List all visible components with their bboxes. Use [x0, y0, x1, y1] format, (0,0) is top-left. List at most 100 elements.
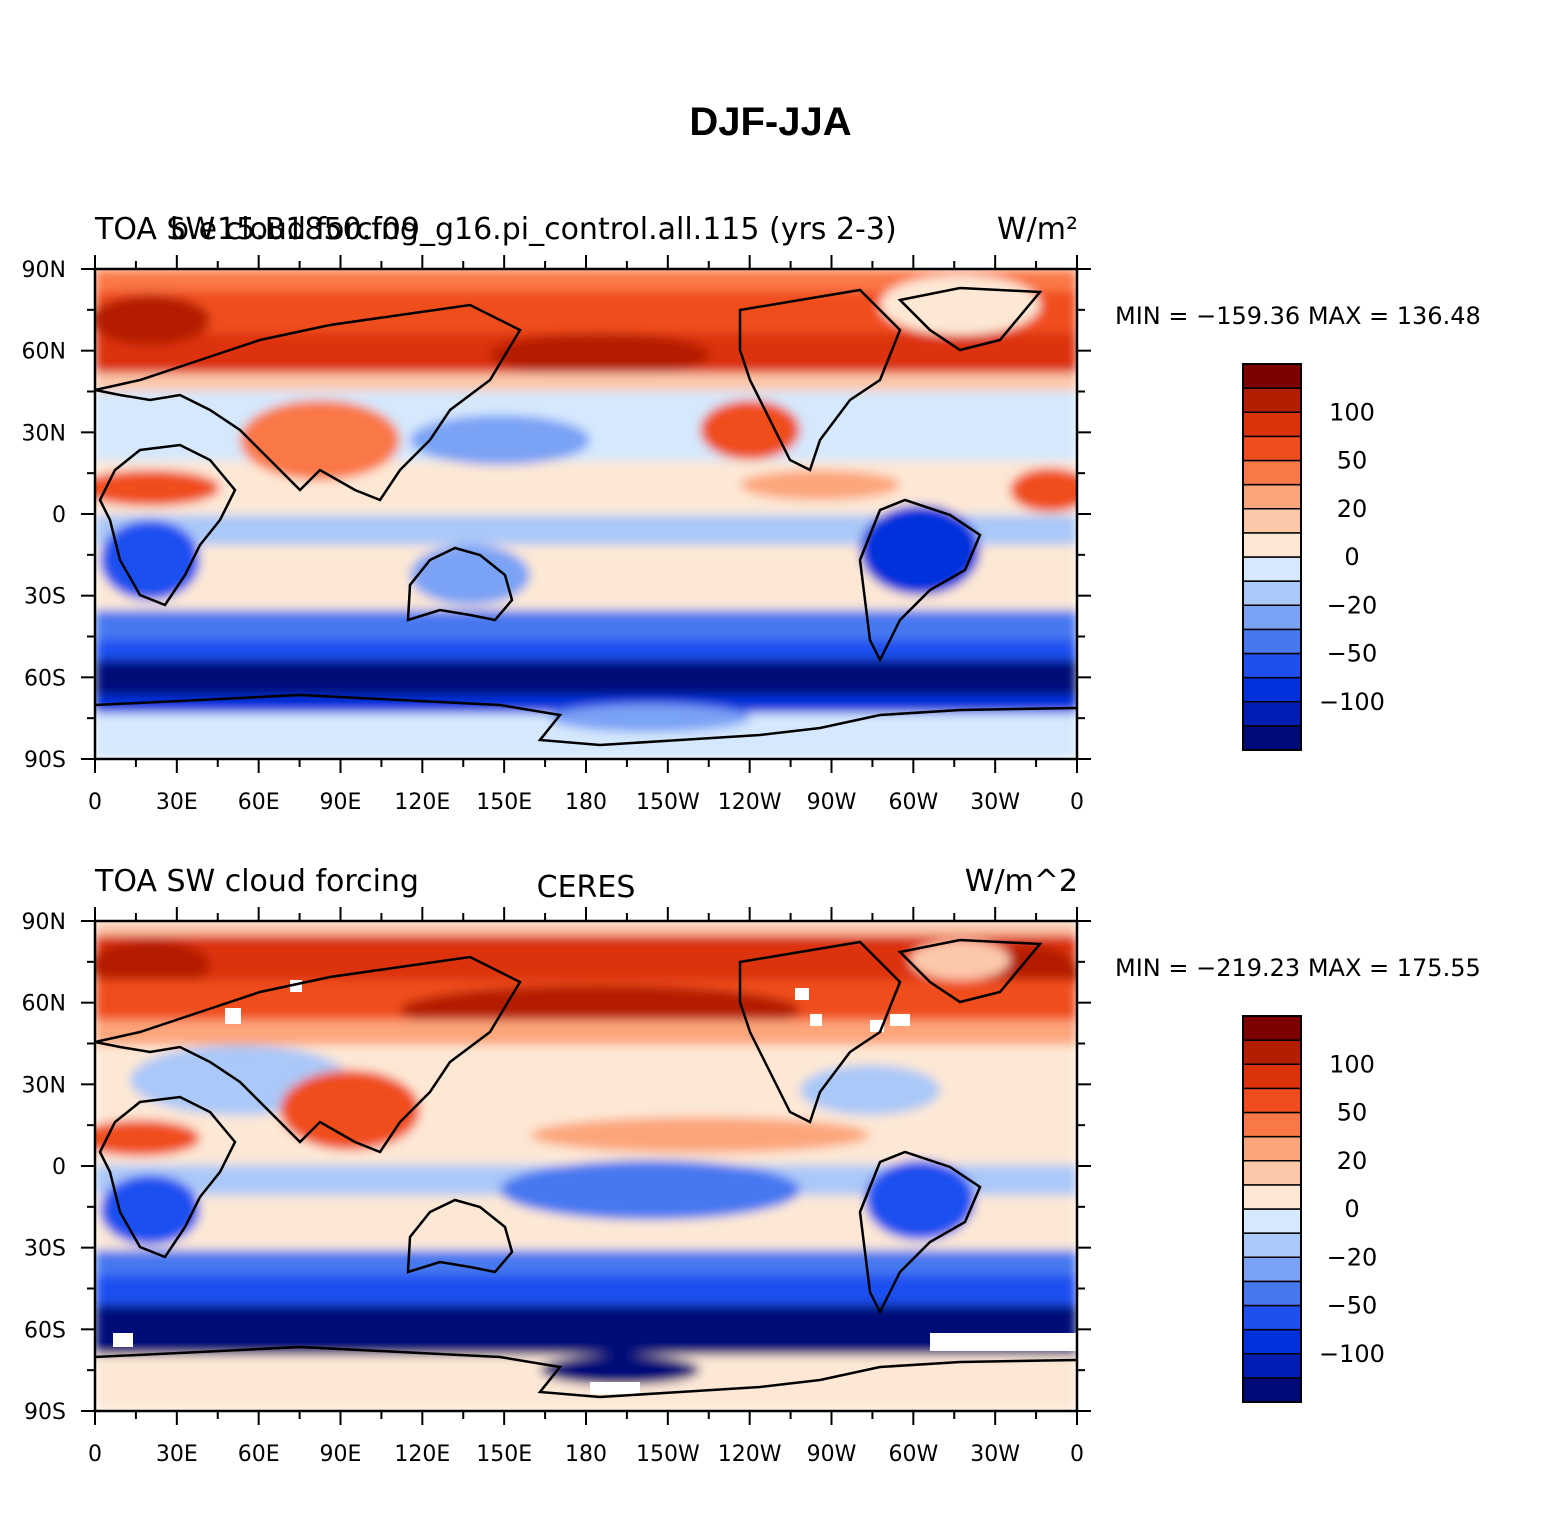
lon-tick-label: 30W	[970, 790, 1020, 815]
colorbar-swatch	[1242, 1304, 1302, 1331]
lat-tick-label: 30N	[22, 421, 66, 446]
colorbar-swatch	[1242, 459, 1302, 486]
colorbar-swatch	[1242, 508, 1302, 534]
colorbar-swatch	[1242, 604, 1302, 631]
lon-tick-label: 60E	[238, 1442, 280, 1467]
colorbar-swatch	[1242, 387, 1302, 413]
lat-tick-label: 0	[52, 1155, 66, 1180]
colorbar-swatch	[1242, 725, 1302, 751]
colorbar-label: −50	[1327, 640, 1378, 668]
colorbar-swatch	[1242, 701, 1302, 727]
lat-tick-label: 30N	[22, 1073, 66, 1098]
lon-tick-label: 0	[1070, 790, 1084, 815]
panel-2-units: W/m^2	[965, 864, 1078, 899]
colorbar-label: 20	[1337, 495, 1368, 523]
lon-tick-label: 0	[88, 790, 102, 815]
colorbar-swatch	[1242, 363, 1302, 389]
lat-tick-label: 0	[52, 503, 66, 528]
colorbar-swatch	[1242, 435, 1302, 462]
colorbar-swatch	[1242, 1280, 1302, 1307]
lon-tick-label: 120E	[394, 1442, 450, 1467]
panel-1-center-label: b.e15.B1850.f09_g16.pi_control.all.115 (…	[170, 212, 897, 247]
lat-tick-label: 60N	[22, 992, 66, 1017]
panel-1-lon-labels: 0 30E 60E 90E 120E 150E 180 150W 120W 90W 60W 30W 0	[88, 790, 1084, 815]
lat-tick-label: 90S	[24, 1400, 66, 1425]
lon-tick-label: 150E	[476, 790, 532, 815]
lat-tick-label: 90S	[24, 748, 66, 773]
figure-title: DJF-JJA	[689, 100, 852, 144]
panel-1-colorbar: 100 50 20 0 −20 −50 −100	[1242, 363, 1385, 751]
panel-2-stats: MIN = −219.23 MAX = 175.55	[1115, 954, 1481, 982]
lon-tick-label: 180	[565, 1442, 607, 1467]
panel-1-units: W/m²	[997, 212, 1078, 247]
panel-2-center-label: CERES	[537, 870, 636, 905]
colorbar-swatch	[1242, 1111, 1302, 1138]
colorbar-label: −20	[1327, 591, 1378, 619]
colorbar-swatch	[1242, 1135, 1302, 1162]
colorbar-swatch	[1242, 1039, 1302, 1065]
colorbar-swatch	[1242, 532, 1302, 558]
colorbar-swatch	[1242, 652, 1302, 679]
colorbar-label: 20	[1337, 1147, 1368, 1175]
lon-tick-label: 180	[565, 790, 607, 815]
lon-tick-label: 120W	[718, 790, 782, 815]
colorbar-label: 100	[1329, 1050, 1375, 1078]
colorbar-label: −50	[1327, 1292, 1378, 1320]
panel-2-lat-labels: 90N 60N 30N 0 30S 60S 90S	[22, 910, 66, 1425]
panel-2: TOA SW cloud forcing CERES W/m^2	[22, 864, 1481, 1467]
lon-tick-label: 90W	[807, 790, 857, 815]
colorbar-swatch	[1242, 1160, 1302, 1186]
panel-1: TOA SW cloud forcing b.e15.B1850.f09_g16…	[22, 212, 1481, 815]
panel-1-left-label: TOA SW cloud forcing	[94, 212, 419, 247]
lat-tick-label: 30S	[24, 1237, 66, 1262]
colorbar-swatch	[1242, 411, 1302, 438]
colorbar-label: 50	[1337, 447, 1368, 475]
colorbar-swatch	[1242, 1256, 1302, 1283]
colorbar-swatch	[1242, 1063, 1302, 1090]
lon-tick-label: 60E	[238, 790, 280, 815]
colorbar-swatch	[1242, 1015, 1302, 1041]
lat-tick-label: 60N	[22, 340, 66, 365]
colorbar-label: 0	[1344, 1195, 1359, 1223]
panel-1-ticks	[81, 255, 1091, 773]
colorbar-swatch	[1242, 1232, 1302, 1258]
panel-2-left-label: TOA SW cloud forcing	[94, 864, 419, 899]
lon-tick-label: 120W	[718, 1442, 782, 1467]
lat-tick-label: 60S	[24, 666, 66, 691]
colorbar-swatch	[1242, 1087, 1302, 1114]
colorbar-label: −100	[1319, 1340, 1385, 1368]
panel-1-stats: MIN = −159.36 MAX = 136.48	[1115, 302, 1481, 330]
lon-tick-label: 150W	[636, 1442, 700, 1467]
lon-tick-label: 90E	[320, 1442, 362, 1467]
lon-tick-label: 90W	[807, 1442, 857, 1467]
lon-tick-label: 30E	[156, 790, 198, 815]
colorbar-swatch	[1242, 1184, 1302, 1210]
lon-tick-label: 60W	[888, 1442, 938, 1467]
lon-tick-label: 150E	[476, 1442, 532, 1467]
colorbar-swatch	[1242, 1353, 1302, 1379]
colorbar-label: 50	[1337, 1099, 1368, 1127]
colorbar-swatch	[1242, 556, 1302, 582]
panel-2-colorbar: 100 50 20 0 −20 −50 −100	[1242, 1015, 1385, 1403]
colorbar-label: 100	[1329, 398, 1375, 426]
colorbar-swatch	[1242, 1208, 1302, 1234]
colorbar-label: −20	[1327, 1243, 1378, 1271]
lat-tick-label: 90N	[22, 910, 66, 935]
colorbar-swatch	[1242, 1328, 1302, 1355]
lon-tick-label: 90E	[320, 790, 362, 815]
lon-tick-label: 60W	[888, 790, 938, 815]
colorbar-swatch	[1242, 580, 1302, 606]
lon-tick-label: 0	[1070, 1442, 1084, 1467]
panel-2-field	[95, 921, 1077, 1411]
colorbar-swatch	[1242, 1377, 1302, 1403]
panel-2-ticks	[81, 907, 1091, 1425]
lat-tick-label: 60S	[24, 1318, 66, 1343]
colorbar-label: 0	[1344, 543, 1359, 571]
lat-tick-label: 30S	[24, 585, 66, 610]
panel-1-lat-labels: 90N 60N 30N 0 30S 60S 90S	[22, 258, 66, 773]
lon-tick-label: 150W	[636, 790, 700, 815]
lat-tick-label: 90N	[22, 258, 66, 283]
lon-tick-label: 30E	[156, 1442, 198, 1467]
